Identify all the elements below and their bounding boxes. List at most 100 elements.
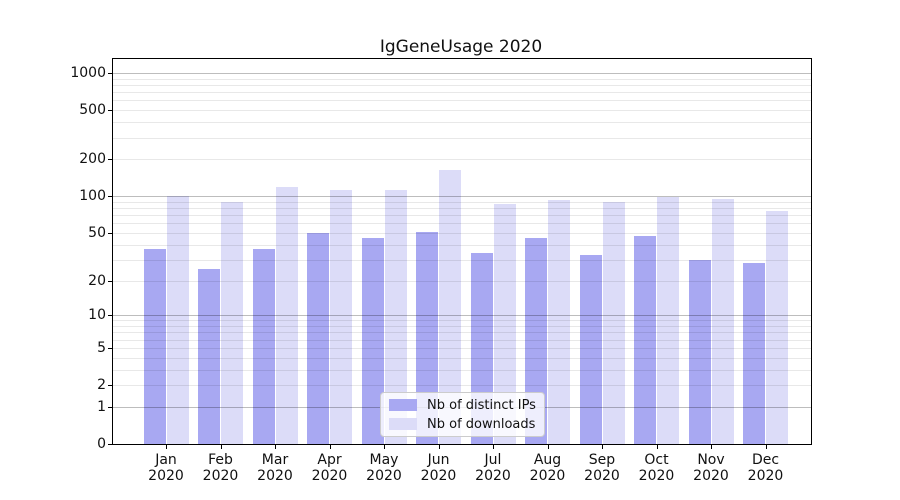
x-tick-label: Jul 2020 — [463, 452, 523, 484]
bar-distinct-ips — [143, 248, 166, 444]
y-tick-mark — [108, 385, 112, 386]
x-tick-mark — [384, 445, 385, 449]
y-tick-mark — [108, 110, 112, 112]
y-tick-label: 0 — [97, 436, 106, 452]
bar-distinct-ips — [743, 263, 765, 444]
x-tick-label: Oct 2020 — [627, 452, 687, 484]
bar-downloads — [384, 189, 407, 444]
bar-distinct-ips — [416, 231, 438, 444]
y-tick-label: 2 — [97, 377, 106, 393]
year-label: 2020 — [584, 468, 620, 484]
x-tick-label: Sep 2020 — [572, 452, 632, 484]
legend-swatch — [389, 418, 417, 430]
major-gridline — [113, 73, 811, 74]
bar-distinct-ips — [361, 238, 384, 444]
minor-gridline — [113, 244, 811, 246]
y-tick-mark — [108, 73, 112, 74]
x-tick-mark — [602, 445, 603, 449]
year-label: 2020 — [638, 468, 675, 484]
x-tick-mark — [438, 445, 440, 449]
x-tick-mark — [220, 445, 222, 449]
bar-downloads — [657, 197, 679, 444]
minor-gridline — [113, 92, 811, 94]
legend-label: Nb of distinct IPs — [427, 397, 536, 413]
bar-distinct-ips — [307, 232, 329, 444]
legend: Nb of distinct IPs Nb of downloads — [380, 392, 545, 437]
minor-gridline — [113, 85, 811, 86]
bar-distinct-ips — [634, 236, 656, 444]
year-label: 2020 — [747, 468, 784, 484]
year-label: 2020 — [420, 468, 457, 484]
bar-downloads — [548, 200, 570, 444]
minor-gridline — [113, 339, 811, 341]
bar-downloads — [493, 204, 516, 444]
x-tick-mark — [711, 445, 712, 449]
legend-entry: Nb of downloads — [389, 416, 536, 432]
y-tick-mark — [108, 406, 112, 408]
minor-gridline — [113, 208, 811, 209]
bar-downloads — [711, 198, 734, 444]
x-tick-label: Mar 2020 — [245, 452, 305, 484]
x-tick-mark — [493, 445, 494, 449]
x-tick-label: Feb 2020 — [191, 452, 251, 484]
year-label: 2020 — [529, 468, 566, 484]
minor-gridline — [113, 110, 811, 112]
minor-gridline — [113, 100, 811, 102]
minor-gridline — [113, 259, 811, 261]
month-label: Jun — [427, 452, 450, 468]
bar-distinct-ips — [579, 254, 602, 444]
y-tick-mark — [108, 280, 112, 282]
bar-downloads — [166, 196, 189, 444]
year-label: 2020 — [257, 468, 293, 484]
year-label: 2020 — [475, 468, 511, 484]
legend-entry: Nb of distinct IPs — [389, 397, 536, 413]
minor-gridline — [113, 159, 811, 161]
y-tick-mark — [108, 315, 112, 317]
legend-label: Nb of downloads — [427, 416, 536, 432]
month-label: Oct — [644, 452, 669, 468]
y-tick-label: 50 — [88, 224, 106, 241]
x-tick-mark — [329, 445, 331, 449]
x-tick-label: Aug 2020 — [518, 452, 578, 484]
chart-title: IgGeneUsage 2020 — [379, 37, 543, 57]
minor-gridline — [113, 326, 811, 327]
bar-downloads — [330, 189, 352, 444]
minor-gridline — [113, 201, 811, 203]
year-label: 2020 — [693, 468, 729, 484]
x-tick-label: Dec 2020 — [736, 452, 796, 484]
bar-distinct-ips — [688, 259, 711, 444]
y-tick-label: 5 — [97, 339, 106, 356]
x-tick-label: Jun 2020 — [409, 452, 469, 484]
minor-gridline — [113, 223, 811, 225]
bar-distinct-ips — [252, 248, 275, 444]
minor-gridline — [113, 369, 811, 371]
minor-gridline — [113, 347, 811, 349]
month-label: Sep — [588, 452, 616, 468]
bar-downloads — [602, 201, 625, 444]
bar-downloads — [275, 186, 298, 444]
month-label: Aug — [533, 452, 562, 468]
y-tick-label: 1000 — [70, 65, 106, 81]
month-label: Jan — [155, 452, 177, 468]
x-tick-mark — [547, 445, 549, 449]
y-tick-label: 10 — [88, 307, 106, 324]
x-tick-label: Nov 2020 — [681, 452, 741, 484]
month-label: Jul — [484, 452, 502, 468]
year-label: 2020 — [148, 468, 184, 484]
minor-gridline — [113, 332, 811, 334]
year-label: 2020 — [311, 468, 348, 484]
minor-gridline — [113, 320, 811, 322]
y-tick-label: 200 — [79, 151, 106, 168]
y-tick-label: 500 — [79, 102, 106, 119]
bar-downloads — [439, 170, 461, 444]
x-tick-mark — [765, 445, 767, 449]
minor-gridline — [113, 122, 811, 124]
y-tick-mark — [108, 196, 112, 198]
bar-downloads — [221, 201, 243, 444]
y-tick-label: 1 — [97, 398, 106, 415]
minor-gridline — [113, 280, 811, 282]
year-label: 2020 — [366, 468, 402, 484]
major-gridline — [113, 315, 811, 317]
legend-swatch — [389, 399, 417, 411]
